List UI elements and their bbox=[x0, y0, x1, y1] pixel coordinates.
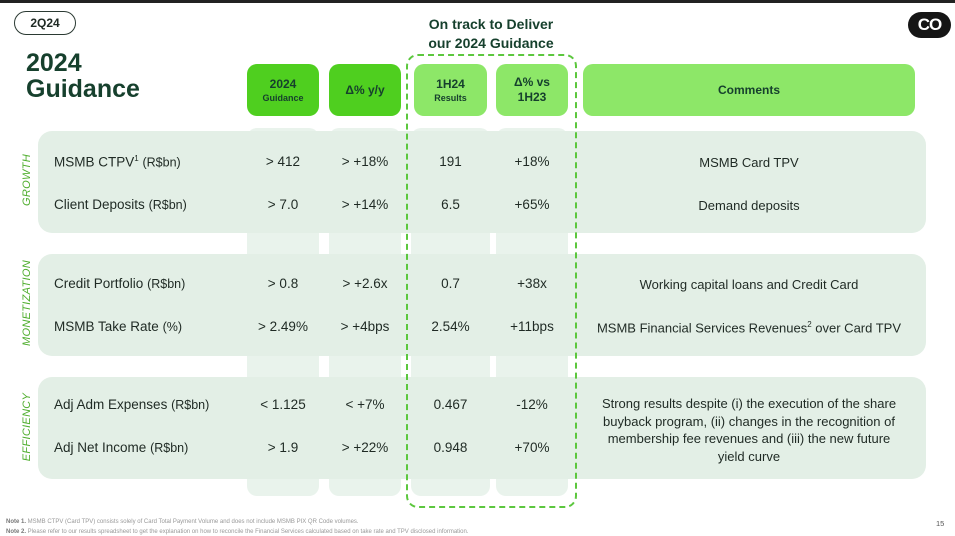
cell-guidance: < 1.125 bbox=[260, 397, 306, 412]
cell-yoy: > +2.6x bbox=[342, 276, 388, 291]
header-comments: Comments bbox=[583, 64, 915, 116]
header-yoy: Δ% y/y bbox=[329, 64, 401, 116]
cell-yoy: > +4bps bbox=[340, 319, 390, 334]
cell-result: 6.5 bbox=[441, 197, 460, 212]
band-monetization bbox=[38, 254, 926, 356]
comment-efficiency: Strong results despite (i) the execution… bbox=[601, 396, 897, 464]
comment-msmb-ctpv: MSMB Card TPV bbox=[699, 155, 799, 170]
headline-line-1: On track to Deliver bbox=[428, 16, 554, 32]
header-2024-guidance: 2024 Guidance bbox=[247, 64, 319, 116]
cell-yoy: > +14% bbox=[341, 197, 389, 212]
row-label-msmb-ctpv: MSMB CTPV1 (R$bn) bbox=[54, 154, 181, 170]
footnote-1: Note 1. MSMB CTPV (Card TPV) consists so… bbox=[6, 519, 359, 525]
row-label-adj-adm-expenses: Adj Adm Expenses (R$bn) bbox=[54, 397, 210, 412]
cell-guidance: > 0.8 bbox=[267, 276, 299, 291]
category-efficiency: EFFICIENCY bbox=[21, 392, 33, 462]
comment-take-rate: MSMB Financial Services Revenues2 over C… bbox=[596, 320, 902, 336]
cell-yoy: > +22% bbox=[341, 440, 389, 455]
band-efficiency bbox=[38, 377, 926, 479]
cell-vs: +11bps bbox=[510, 319, 554, 334]
header-vs-1h23: Δ% vs 1H23 bbox=[496, 64, 568, 116]
highlight-dashed-box bbox=[406, 54, 577, 508]
headline: On track to Deliver our 2024 Guidance bbox=[405, 15, 577, 53]
cell-result: 191 bbox=[439, 154, 462, 169]
cell-vs: -12% bbox=[516, 397, 548, 412]
cell-result: 2.54% bbox=[431, 319, 470, 334]
cell-vs: +70% bbox=[514, 440, 550, 455]
cell-vs: +18% bbox=[514, 154, 550, 169]
cell-vs: +65% bbox=[514, 197, 550, 212]
row-label-adj-net-income: Adj Net Income (R$bn) bbox=[54, 440, 189, 455]
category-growth: GROWTH bbox=[21, 154, 33, 206]
comment-credit-portfolio: Working capital loans and Credit Card bbox=[639, 277, 859, 292]
cell-guidance: > 7.0 bbox=[267, 197, 299, 212]
section-tag: 2Q24 bbox=[14, 11, 76, 35]
page-title: 2024 Guidance bbox=[26, 50, 140, 102]
top-rule bbox=[0, 0, 955, 3]
row-label-msmb-take-rate: MSMB Take Rate (%) bbox=[54, 319, 183, 334]
row-label-credit-portfolio: Credit Portfolio (R$bn) bbox=[54, 276, 186, 291]
title-word: Guidance bbox=[26, 75, 140, 103]
footnotes: Note 1. MSMB CTPV (Card TPV) consists so… bbox=[6, 517, 469, 536]
cell-result: 0.467 bbox=[433, 397, 468, 412]
header-1h24-results: 1H24 Results bbox=[414, 64, 487, 116]
cell-guidance: > 1.9 bbox=[267, 440, 299, 455]
company-logo: CO bbox=[908, 12, 951, 38]
headline-line-2: our 2024 Guidance bbox=[428, 35, 554, 51]
title-year: 2024 bbox=[26, 49, 82, 77]
footnote-2: Note 2. Please refer to our results spre… bbox=[6, 529, 469, 535]
band-growth bbox=[38, 131, 926, 233]
cell-guidance: > 2.49% bbox=[258, 319, 308, 334]
cell-vs: +38x bbox=[517, 276, 547, 291]
page-number: 15 bbox=[936, 519, 945, 528]
cell-yoy: < +7% bbox=[345, 397, 385, 412]
cell-guidance: > 412 bbox=[265, 154, 301, 169]
cell-yoy: > +18% bbox=[341, 154, 389, 169]
cell-result: 0.7 bbox=[441, 276, 460, 291]
cell-result: 0.948 bbox=[433, 440, 468, 455]
category-monetization: MONETIZATION bbox=[21, 260, 33, 346]
row-label-client-deposits: Client Deposits (R$bn) bbox=[54, 197, 187, 212]
comment-client-deposits: Demand deposits bbox=[698, 198, 800, 213]
